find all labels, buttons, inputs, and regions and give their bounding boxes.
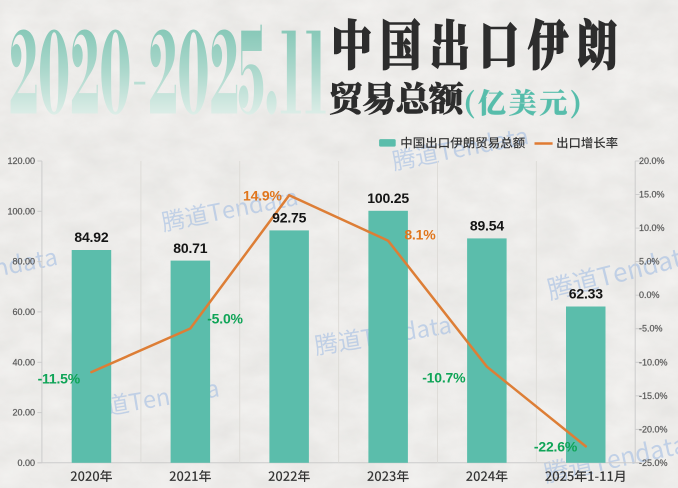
svg-text:-25.0%: -25.0% bbox=[639, 458, 668, 468]
svg-text:89.54: 89.54 bbox=[470, 218, 504, 234]
svg-text:-10.0%: -10.0% bbox=[639, 357, 668, 367]
svg-text:120.00: 120.00 bbox=[7, 156, 35, 166]
svg-text:-20.0%: -20.0% bbox=[639, 424, 668, 434]
svg-text:62.33: 62.33 bbox=[569, 286, 603, 302]
svg-text:92.75: 92.75 bbox=[272, 210, 306, 226]
svg-text:14.9%: 14.9% bbox=[243, 188, 282, 204]
svg-text:8.1%: 8.1% bbox=[404, 226, 436, 242]
svg-text:20.00: 20.00 bbox=[12, 408, 35, 418]
svg-text:-11.5%: -11.5% bbox=[38, 370, 81, 386]
svg-text:80.00: 80.00 bbox=[12, 257, 35, 267]
svg-text:84.92: 84.92 bbox=[74, 229, 108, 245]
svg-text:-5.0%: -5.0% bbox=[639, 324, 663, 334]
svg-text:0.00: 0.00 bbox=[17, 458, 35, 468]
svg-text:15.0%: 15.0% bbox=[639, 190, 665, 200]
svg-text:0.0%: 0.0% bbox=[639, 290, 660, 300]
svg-text:20.0%: 20.0% bbox=[639, 156, 665, 166]
svg-text:-5.0%: -5.0% bbox=[207, 311, 243, 327]
svg-text:60.00: 60.00 bbox=[12, 307, 35, 317]
svg-text:80.71: 80.71 bbox=[173, 240, 207, 256]
svg-text:40.00: 40.00 bbox=[12, 357, 35, 367]
svg-text:-10.7%: -10.7% bbox=[422, 369, 466, 385]
svg-text:-22.6%: -22.6% bbox=[534, 439, 578, 455]
svg-text:10.0%: 10.0% bbox=[639, 223, 665, 233]
svg-text:100.25: 100.25 bbox=[367, 190, 409, 206]
svg-text:100.00: 100.00 bbox=[7, 206, 35, 216]
svg-text:5.0%: 5.0% bbox=[639, 257, 660, 267]
svg-text:-15.0%: -15.0% bbox=[639, 391, 668, 401]
